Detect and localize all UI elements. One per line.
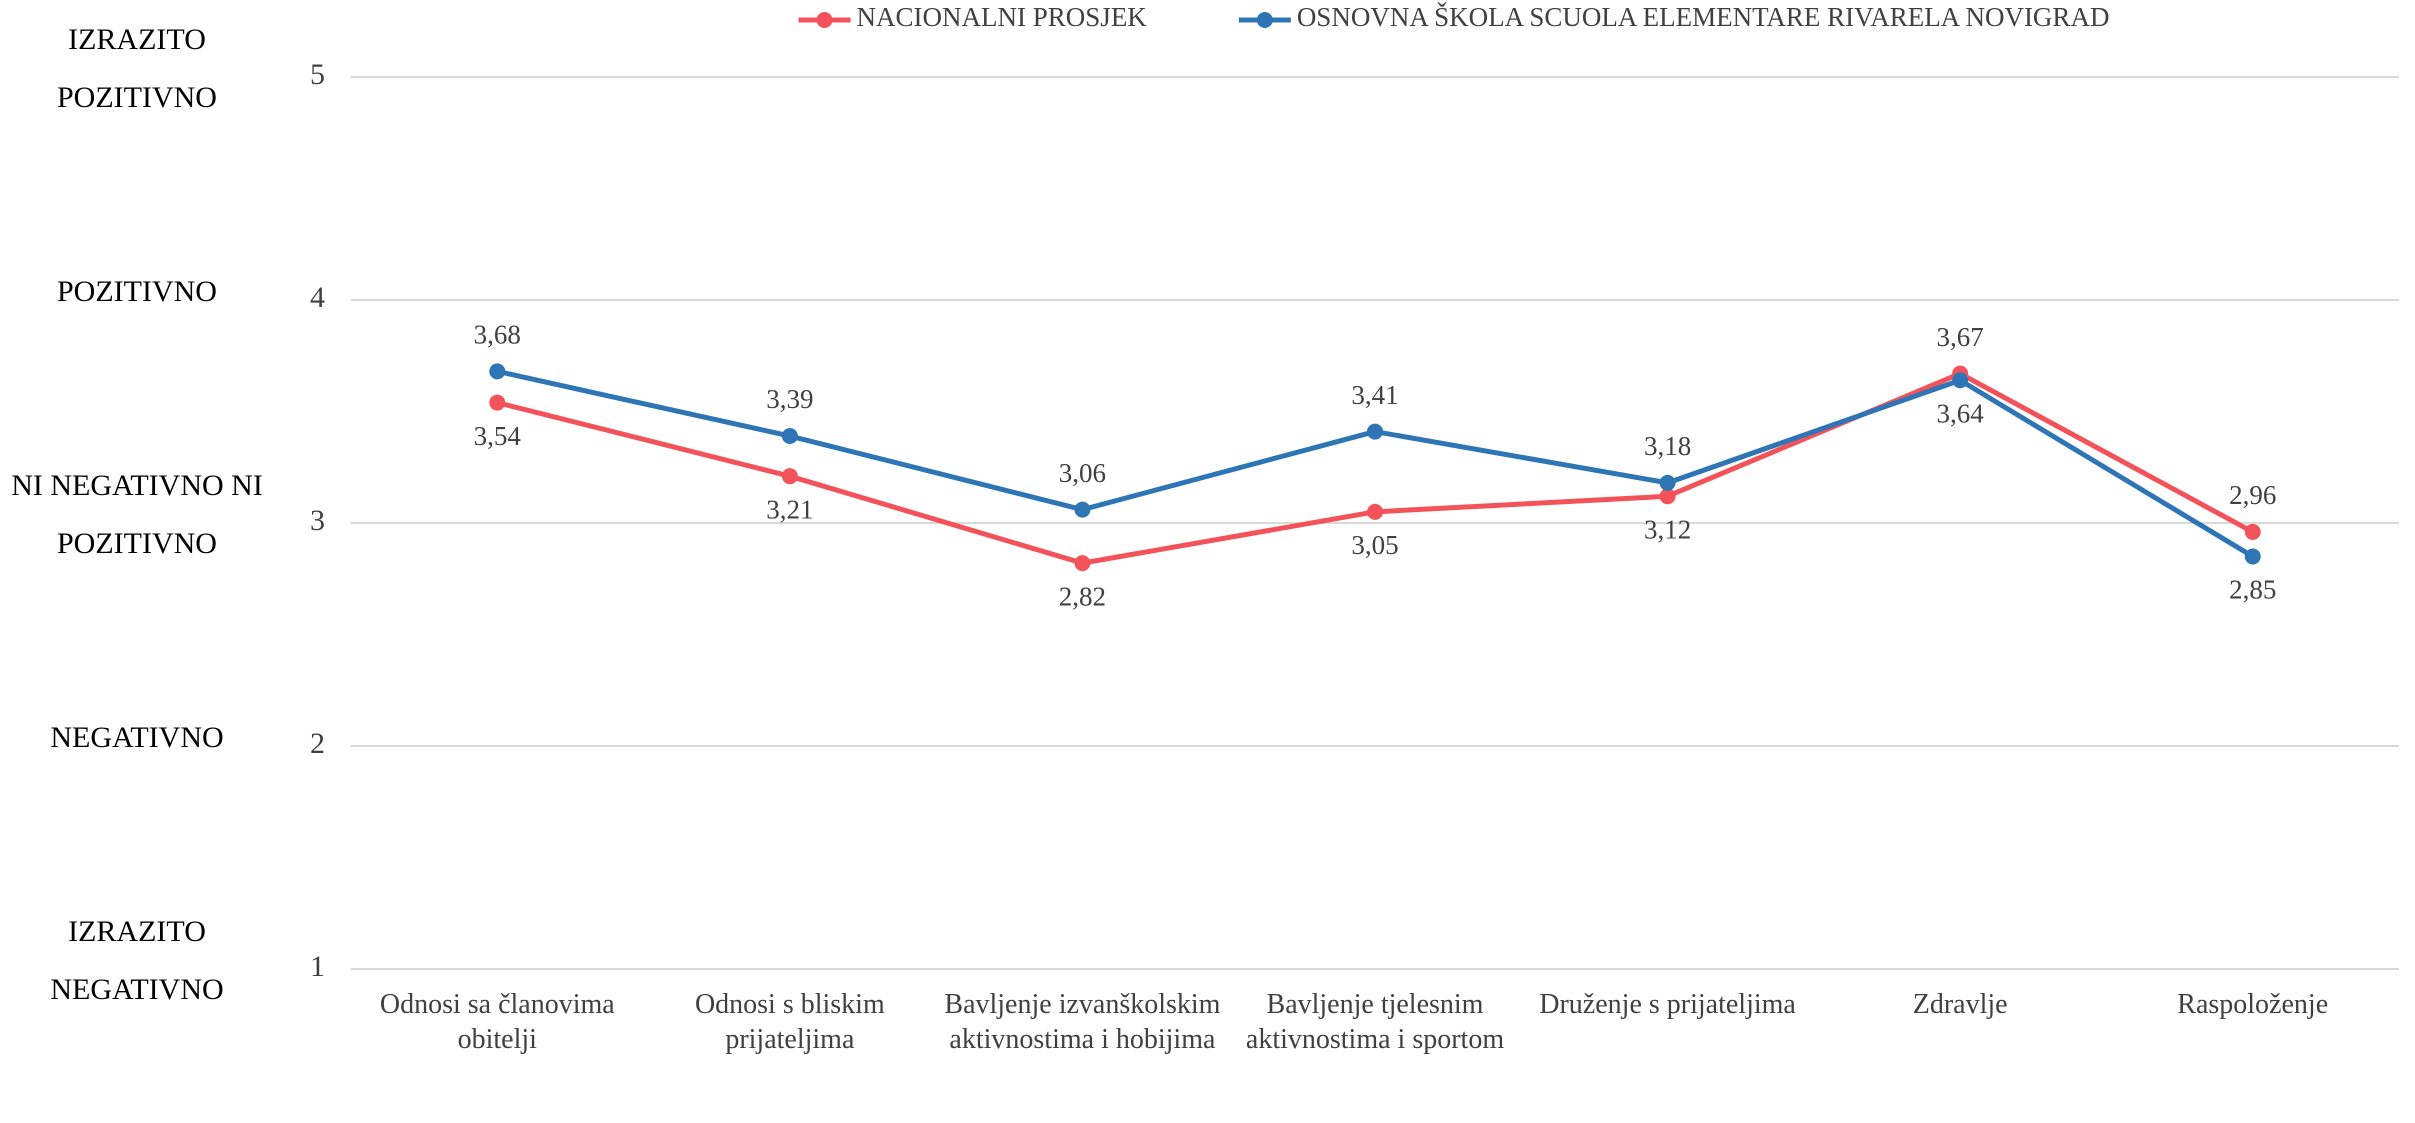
x-tick-label: Bavljenje tjelesnim aktivnostima i sport…: [1245, 989, 1505, 1055]
point: [1659, 488, 1676, 505]
legend-marker: [816, 12, 833, 28]
data-label: 3,21: [766, 494, 813, 524]
data-label: 3,54: [474, 421, 522, 451]
point: [1367, 503, 1383, 520]
data-label: 3,41: [1351, 380, 1398, 410]
point: [2244, 523, 2261, 540]
data-label: 3,05: [1351, 530, 1398, 560]
data-label: 3,39: [766, 384, 813, 414]
x-tick-label: Bavljenje izvanškolskim aktivnostima i h…: [944, 989, 1221, 1055]
y-level-label: IZRAZITO NEGATIVNO: [50, 915, 224, 1006]
data-label: 3,18: [1644, 431, 1691, 461]
data-label: 3,12: [1644, 514, 1691, 544]
point: [1074, 501, 1091, 518]
y-level-label: IZRAZITO POZITIVNO: [57, 23, 217, 114]
point: [1367, 423, 1383, 440]
data-label: 2,85: [2229, 575, 2276, 605]
y-tick-label: 1: [310, 950, 325, 983]
point: [489, 363, 506, 380]
x-tick-label: Raspoloženje: [2177, 989, 2329, 1020]
point: [1074, 555, 1091, 572]
data-label: 2,82: [1059, 581, 1106, 611]
data-label: 2,96: [2229, 480, 2276, 510]
y-level-label: NEGATIVNO: [50, 721, 224, 754]
point: [781, 428, 798, 445]
y-level-label: NI NEGATIVNO NI POZITIVNO: [11, 469, 263, 560]
x-tick-label: Odnosi sa članovima obitelji: [379, 989, 615, 1055]
legend-marker: [1256, 12, 1273, 28]
data-label: 3,68: [474, 320, 521, 350]
point: [1659, 474, 1676, 491]
x-tick-label: Zdravlje: [1912, 989, 2008, 1020]
y-tick-label: 2: [310, 727, 325, 760]
point: [489, 394, 506, 411]
point: [781, 468, 798, 485]
data-label: 3,67: [1937, 322, 1984, 352]
x-tick-label: Odnosi s bliskim prijateljima: [694, 989, 885, 1055]
y-tick-label: 3: [310, 504, 325, 537]
legend-label: NACIONALNI PROSJEK: [857, 2, 1148, 32]
data-label: 3,64: [1937, 398, 1985, 428]
y-tick-label: 5: [310, 58, 325, 91]
point: [2244, 548, 2261, 565]
point: [1952, 372, 1969, 389]
legend-label: OSNOVNA ŠKOLA SCUOLA ELEMENTARE RIVARELA…: [1297, 2, 2110, 32]
data-label: 3,06: [1059, 458, 1106, 488]
y-tick-label: 4: [310, 281, 325, 314]
x-tick-label: Druženje s prijateljima: [1539, 989, 1796, 1020]
y-level-label: POZITIVNO: [57, 275, 217, 308]
